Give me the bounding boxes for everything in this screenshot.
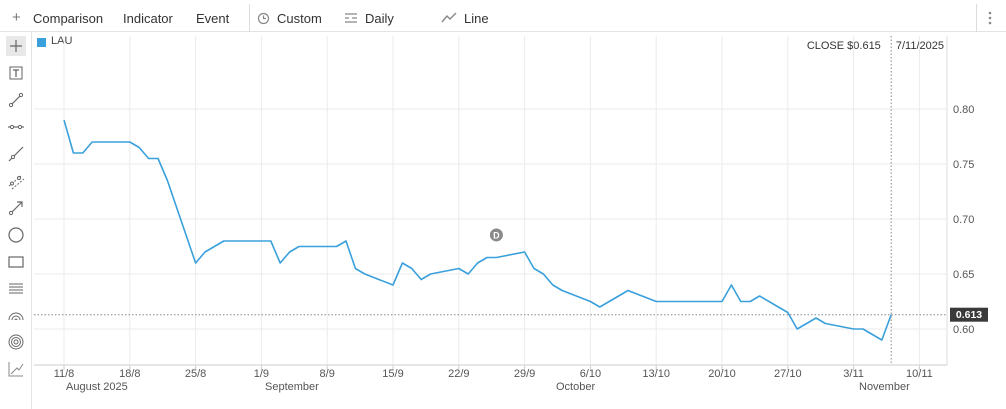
- circle-icon[interactable]: [6, 225, 26, 245]
- close-price-readout: CLOSE $0.615 7/11/2025: [807, 40, 944, 52]
- channel-icon[interactable]: [6, 171, 26, 191]
- y-tick-label: 0.80: [953, 104, 974, 116]
- x-tick-label: 15/9: [382, 368, 403, 380]
- x-tick-label: 25/8: [185, 368, 206, 380]
- x-month-label: August 2025: [66, 381, 128, 393]
- last-value-label: 0.613: [956, 309, 982, 321]
- event-marker[interactable]: [489, 228, 503, 242]
- x-tick-label: 27/10: [774, 368, 802, 380]
- x-tick-label: 6/10: [580, 368, 601, 380]
- candle-bars-icon: [344, 0, 358, 32]
- y-tick-label: 0.75: [953, 159, 974, 171]
- vertical-dots-icon[interactable]: [988, 10, 992, 26]
- toolbar-divider: [249, 4, 250, 32]
- drawing-tools-sidebar: [0, 32, 32, 409]
- x-tick-label: 22/9: [448, 368, 469, 380]
- chart-toolbar: + Comparison Indicator Event Custom Dail…: [0, 0, 1006, 32]
- x-month-label: November: [859, 381, 910, 393]
- fib-lines-icon[interactable]: [6, 279, 26, 299]
- date-range-button[interactable]: Custom: [277, 11, 322, 26]
- horizontal-line-icon[interactable]: [6, 117, 26, 137]
- legend-series-name: LAU: [51, 35, 73, 47]
- crosshair-icon[interactable]: [6, 36, 26, 56]
- arc-icon[interactable]: [6, 306, 26, 326]
- line-chart-icon: [441, 0, 457, 32]
- y-tick-label: 0.70: [953, 214, 974, 226]
- interval-button[interactable]: Daily: [365, 11, 394, 26]
- plus-icon[interactable]: +: [12, 9, 21, 26]
- chart-type-button[interactable]: Line: [464, 11, 489, 26]
- x-tick-label: 11/8: [54, 368, 75, 380]
- close-price: CLOSE $0.615: [806, 40, 881, 52]
- x-tick-label: 20/10: [708, 368, 736, 380]
- event-marker-label: D: [493, 230, 500, 240]
- y-tick-label: 0.60: [953, 324, 974, 336]
- last-value-tag: [950, 307, 988, 322]
- x-month-label: September: [265, 381, 319, 393]
- trend-line-icon[interactable]: [6, 144, 26, 164]
- x-tick-label: 13/10: [642, 368, 670, 380]
- toolbar-divider: [976, 4, 977, 32]
- x-tick-label: 18/8: [119, 368, 140, 380]
- event-button[interactable]: Event: [196, 11, 230, 26]
- x-tick-label: 10/11: [906, 368, 933, 380]
- text-icon[interactable]: [6, 63, 26, 83]
- comparison-button[interactable]: Comparison: [33, 11, 104, 26]
- rectangle-icon[interactable]: [6, 252, 26, 272]
- x-month-label: October: [556, 381, 595, 393]
- clock-icon: [257, 0, 270, 32]
- legend-swatch: [37, 38, 46, 47]
- arrow-line-icon[interactable]: [6, 198, 26, 218]
- x-tick-label: 29/9: [514, 368, 535, 380]
- indicator-button[interactable]: Indicator: [123, 11, 173, 26]
- series-line-lau: [63, 119, 892, 341]
- measure-icon[interactable]: [6, 359, 26, 379]
- y-tick-label: 0.65: [953, 269, 974, 281]
- close-date: 7/11/2025: [895, 40, 944, 52]
- x-tick-label: 8/9: [320, 368, 335, 380]
- spiral-icon[interactable]: [6, 332, 26, 352]
- ray-icon[interactable]: [6, 90, 26, 110]
- x-tick-label: 3/11: [843, 368, 864, 380]
- price-chart[interactable]: 0.60 0.65 0.70 0.75 0.80 11/8 18/8 25/8 1/9 8/9 15…: [32, 32, 1006, 409]
- x-tick-label: 1/9: [254, 368, 269, 380]
